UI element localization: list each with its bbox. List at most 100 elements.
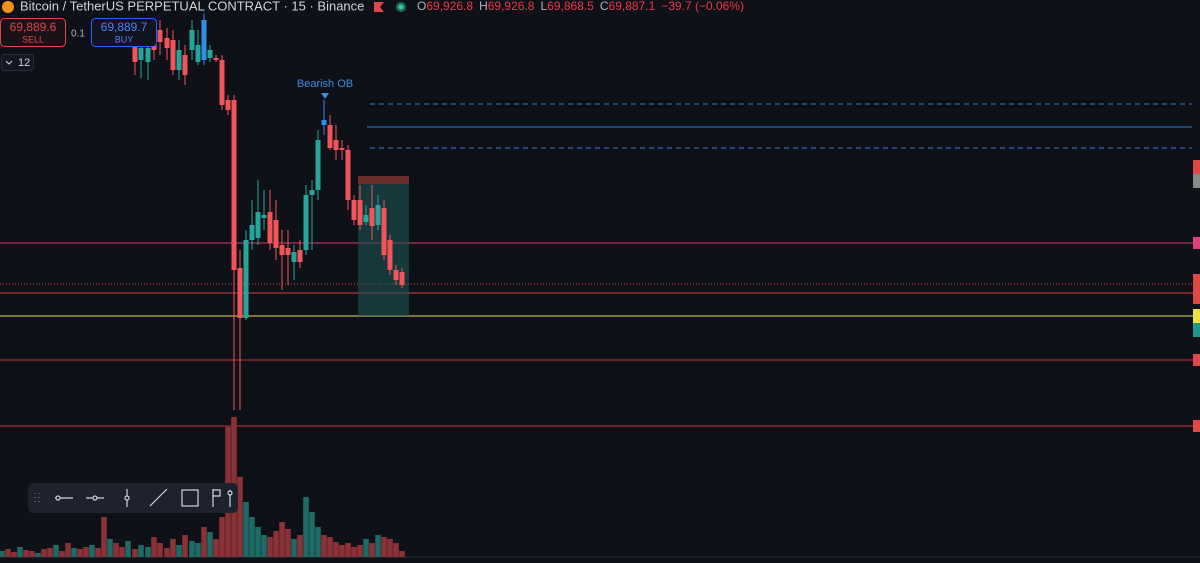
volume-bar xyxy=(273,531,279,557)
volume-bar xyxy=(243,502,249,557)
indicators-toggle[interactable] xyxy=(1,54,34,71)
candle-body xyxy=(393,270,399,280)
volume-bar xyxy=(182,535,188,557)
volume-bar xyxy=(291,539,297,557)
tool-rectangle[interactable] xyxy=(181,489,199,507)
volume-bar xyxy=(189,541,195,557)
volume-bar xyxy=(176,545,182,557)
candle-body xyxy=(339,148,345,150)
candle-body xyxy=(315,140,321,190)
tool-dot xyxy=(55,495,61,501)
sell-label: SELL xyxy=(22,34,44,44)
tool-trend-line[interactable] xyxy=(149,488,168,507)
volume-bar xyxy=(327,537,333,557)
candle-body xyxy=(182,55,188,75)
volume-bar xyxy=(333,542,339,557)
candle-body xyxy=(170,40,176,70)
header-bg xyxy=(0,0,700,14)
volume-bar xyxy=(138,545,144,557)
candle-body xyxy=(157,30,163,42)
candle-body xyxy=(321,120,327,125)
ohlc-value: 69,926.8 xyxy=(426,0,473,13)
sell-button[interactable] xyxy=(0,18,66,47)
ohlc-value: 69,926.8 xyxy=(488,0,535,13)
candle-body xyxy=(219,60,225,105)
volume-bar xyxy=(53,545,59,557)
chevron xyxy=(5,60,13,65)
candle-body xyxy=(132,45,138,62)
tool-dot xyxy=(227,490,233,496)
volume-bar xyxy=(381,537,387,557)
volume-bar xyxy=(255,527,261,557)
volume-bar xyxy=(315,527,321,557)
volume-bar xyxy=(145,547,151,557)
volume-bar xyxy=(170,539,176,557)
candle-body xyxy=(255,212,261,238)
candle-body xyxy=(387,240,393,270)
candle-body xyxy=(249,225,255,240)
drawings xyxy=(0,103,1200,558)
drawing-toolbar xyxy=(28,483,238,513)
candle-body xyxy=(357,200,363,225)
volume-bar xyxy=(11,552,17,557)
marker xyxy=(1193,174,1200,188)
volume-bar xyxy=(17,547,23,557)
volume-bar xyxy=(303,497,309,557)
ohlc-label: C xyxy=(600,0,609,13)
candle-body xyxy=(201,20,207,60)
buy-button[interactable] xyxy=(91,18,157,47)
volume-bar xyxy=(237,477,243,557)
candle-body xyxy=(261,215,267,218)
candle-body xyxy=(195,45,201,62)
volume-bar xyxy=(47,548,53,557)
volume-bar xyxy=(35,553,41,557)
candle-body xyxy=(231,100,237,270)
candle-body xyxy=(176,50,182,70)
candle-body xyxy=(279,245,285,255)
volume-bar xyxy=(357,545,363,557)
candle-body xyxy=(309,190,315,195)
marker xyxy=(1193,274,1200,304)
marker xyxy=(1193,323,1200,337)
volume-bar xyxy=(41,549,47,557)
volume-bar xyxy=(279,522,285,557)
annotation: Bearish OB xyxy=(297,78,353,90)
volume-bar xyxy=(219,517,225,557)
candle-body xyxy=(207,50,213,58)
candle-body xyxy=(375,205,381,225)
candle-body xyxy=(243,240,249,318)
volume-bar xyxy=(107,539,113,557)
candle-body xyxy=(363,215,369,222)
tool-dot xyxy=(124,495,130,501)
candle-body xyxy=(369,208,375,226)
volume-bar xyxy=(213,539,219,557)
volume-bar xyxy=(285,529,291,557)
volume-bar xyxy=(65,543,71,557)
volume-bar xyxy=(125,541,131,557)
volume-bar xyxy=(59,551,65,557)
candle-body xyxy=(273,220,279,248)
volume-bar xyxy=(132,549,138,557)
candle-body xyxy=(145,48,151,62)
volume-bar xyxy=(151,537,157,557)
volume-bar xyxy=(393,543,399,557)
volume-bar xyxy=(29,551,35,557)
candle-body xyxy=(189,30,195,50)
candle-body xyxy=(213,58,219,60)
volume-bar xyxy=(71,548,77,557)
volume-bar xyxy=(399,551,405,557)
volume-bar xyxy=(113,543,119,557)
ohlc: O69,926.8 H69,926.8 L69,868.5 C69,887.1 −39.… xyxy=(417,0,744,13)
quantity: 0.1 xyxy=(71,29,85,40)
ohlc-label: O xyxy=(417,0,426,13)
ohlc-label: H xyxy=(479,0,488,13)
candle-body xyxy=(333,140,339,150)
volume-bar xyxy=(95,548,101,557)
volume-bar xyxy=(345,543,351,557)
tool-flag[interactable] xyxy=(212,489,221,507)
marker xyxy=(1193,160,1200,174)
candle-body xyxy=(351,200,357,220)
candle-body xyxy=(327,125,333,148)
